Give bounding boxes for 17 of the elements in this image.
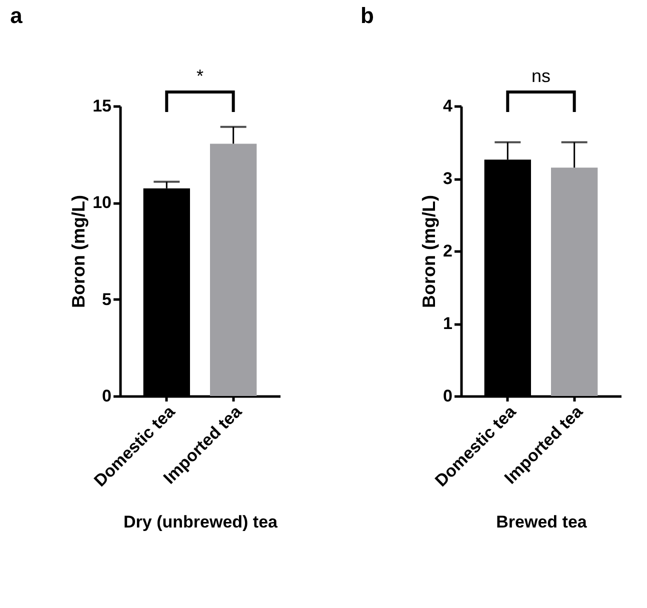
y-tick-label: 0 (443, 386, 452, 406)
y-tick-label: 4 (443, 96, 454, 116)
y-tick-label: 3 (443, 169, 452, 188)
y-tick-label: 0 (102, 386, 112, 406)
x-axis-title: Brewed tea (496, 512, 588, 532)
y-axis-title: Boron (mg/L) (419, 195, 440, 308)
chart-title: a (10, 3, 24, 28)
y-tick-label: 5 (102, 290, 112, 309)
y-tick-label: 2 (443, 242, 452, 260)
y-axis-title: Boron (mg/L) (68, 195, 89, 308)
chart-title: b (360, 3, 374, 28)
y-tick-label: 1 (443, 314, 452, 333)
x-axis-title: Dry (unbrewed) tea (124, 512, 278, 532)
text: ns (531, 66, 551, 86)
y-tick-label: 15 (92, 96, 112, 116)
y-tick-label: 10 (92, 193, 112, 212)
text: * (196, 66, 204, 86)
